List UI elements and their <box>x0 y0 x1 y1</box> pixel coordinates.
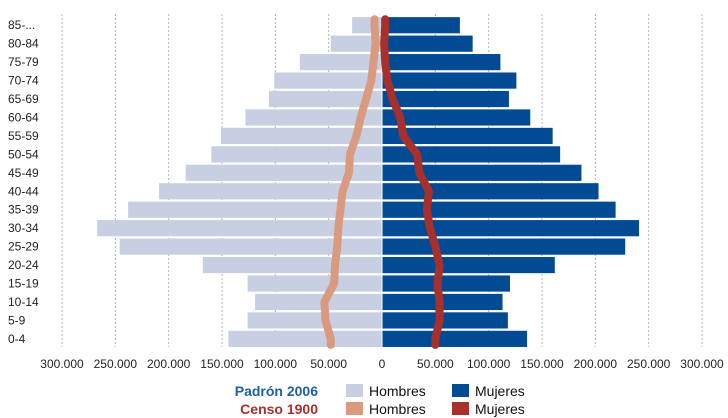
x-tick-label: 150.000 <box>200 357 244 371</box>
bar-mujeres-2006 <box>382 90 509 108</box>
age-group-label: 75-79 <box>8 55 39 69</box>
legend-title-censo: Censo 1900 <box>240 401 318 417</box>
x-tick-label: 50.000 <box>310 357 347 371</box>
age-group-label: 45-49 <box>8 166 39 180</box>
x-tick-label: 200.000 <box>147 357 191 371</box>
legend-label-padron-mujeres: Mujeres <box>475 383 525 399</box>
x-axis-tick-labels: 300.000 250.000 200.000 150.000 100.000 50.00… <box>40 357 724 371</box>
age-group-label: 15-19 <box>8 277 39 291</box>
age-group-label: 55-59 <box>8 129 39 143</box>
age-group-label: 60-64 <box>8 110 39 124</box>
bars <box>97 17 640 347</box>
legend-swatch-padron-mujeres <box>452 384 469 397</box>
age-group-label: 30-34 <box>8 221 39 235</box>
x-tick-label: 50.000 <box>417 357 454 371</box>
bar-mujeres-2006 <box>382 238 626 255</box>
bar-hombres-2006 <box>299 54 382 71</box>
bar-hombres-2006 <box>255 293 382 311</box>
bar-hombres-2006 <box>330 35 382 52</box>
x-tick-label: 250.000 <box>627 357 671 371</box>
legend-label-padron-hombres: Hombres <box>369 383 426 399</box>
age-group-label: 35-39 <box>8 203 39 217</box>
bar-mujeres-2006 <box>382 256 555 274</box>
legend-swatch-censo-hombres <box>346 402 363 415</box>
bar-hombres-2006 <box>159 183 382 200</box>
x-tick-label: 100.000 <box>254 357 298 371</box>
legend-title-padron: Padrón 2006 <box>235 383 318 399</box>
bar-mujeres-2006 <box>382 183 599 200</box>
bar-hombres-2006 <box>202 256 382 274</box>
age-group-label: 25-29 <box>8 240 39 254</box>
age-group-label: 80-84 <box>8 37 39 51</box>
age-group-label: 85-... <box>8 18 35 32</box>
bar-hombres-2006 <box>185 164 382 181</box>
bar-mujeres-2006 <box>382 220 640 237</box>
bar-hombres-2006 <box>220 127 382 145</box>
x-tick-label: 100.000 <box>467 357 511 371</box>
legend-label-censo-mujeres: Mujeres <box>475 401 525 417</box>
census-lines <box>320 15 444 349</box>
line-hombres-1900 <box>320 15 380 349</box>
age-group-label: 70-74 <box>8 74 39 88</box>
age-group-label: 50-54 <box>8 147 39 161</box>
bar-mujeres-2006 <box>382 72 517 89</box>
age-group-label: 20-24 <box>8 258 39 272</box>
bar-hombres-2006 <box>245 109 382 126</box>
x-tick-label: 200.000 <box>574 357 618 371</box>
x-tick-label: 250.000 <box>94 357 138 371</box>
bar-mujeres-2006 <box>382 312 508 329</box>
bar-hombres-2006 <box>247 275 382 292</box>
x-tick-label: 300.000 <box>680 357 724 371</box>
x-tick-label: 150.000 <box>520 357 564 371</box>
bar-mujeres-2006 <box>382 17 460 34</box>
bar-mujeres-2006 <box>382 164 582 181</box>
bar-mujeres-2006 <box>382 146 561 163</box>
x-tick-label: 0 <box>379 357 386 371</box>
legend-swatch-padron-hombres <box>346 384 363 397</box>
bar-mujeres-2006 <box>382 201 616 218</box>
bar-mujeres-2006 <box>382 275 510 292</box>
age-group-label: 0-4 <box>8 332 26 346</box>
x-tick-label: 300.000 <box>40 357 84 371</box>
bar-mujeres-2006 <box>382 127 553 145</box>
legend-label-censo-hombres: Hombres <box>369 401 426 417</box>
bar-mujeres-2006 <box>382 330 528 347</box>
bar-hombres-2006 <box>128 201 382 218</box>
bar-hombres-2006 <box>119 238 382 255</box>
line-mujeres-1900 <box>380 15 444 349</box>
bar-mujeres-2006 <box>382 35 473 52</box>
age-group-label: 10-14 <box>8 295 39 309</box>
age-group-labels: 0-4 5-9 10-14 15-19 20-24 25-29 30-34 35-39 40-4… <box>8 18 39 346</box>
age-group-label: 65-69 <box>8 92 39 106</box>
bar-hombres-2006 <box>268 90 382 108</box>
legend-swatch-censo-mujeres <box>452 402 469 415</box>
bar-mujeres-2006 <box>382 109 531 126</box>
age-group-label: 40-44 <box>8 184 39 198</box>
bar-hombres-2006 <box>228 330 382 347</box>
age-group-label: 5-9 <box>8 313 26 327</box>
bar-hombres-2006 <box>247 312 382 329</box>
bar-hombres-2006 <box>274 72 382 89</box>
bar-hombres-2006 <box>211 146 382 163</box>
bar-mujeres-2006 <box>382 54 501 71</box>
legend: Padrón 2006 Hombres Mujeres Censo 1900 H… <box>235 383 525 417</box>
bar-hombres-2006 <box>97 220 382 237</box>
